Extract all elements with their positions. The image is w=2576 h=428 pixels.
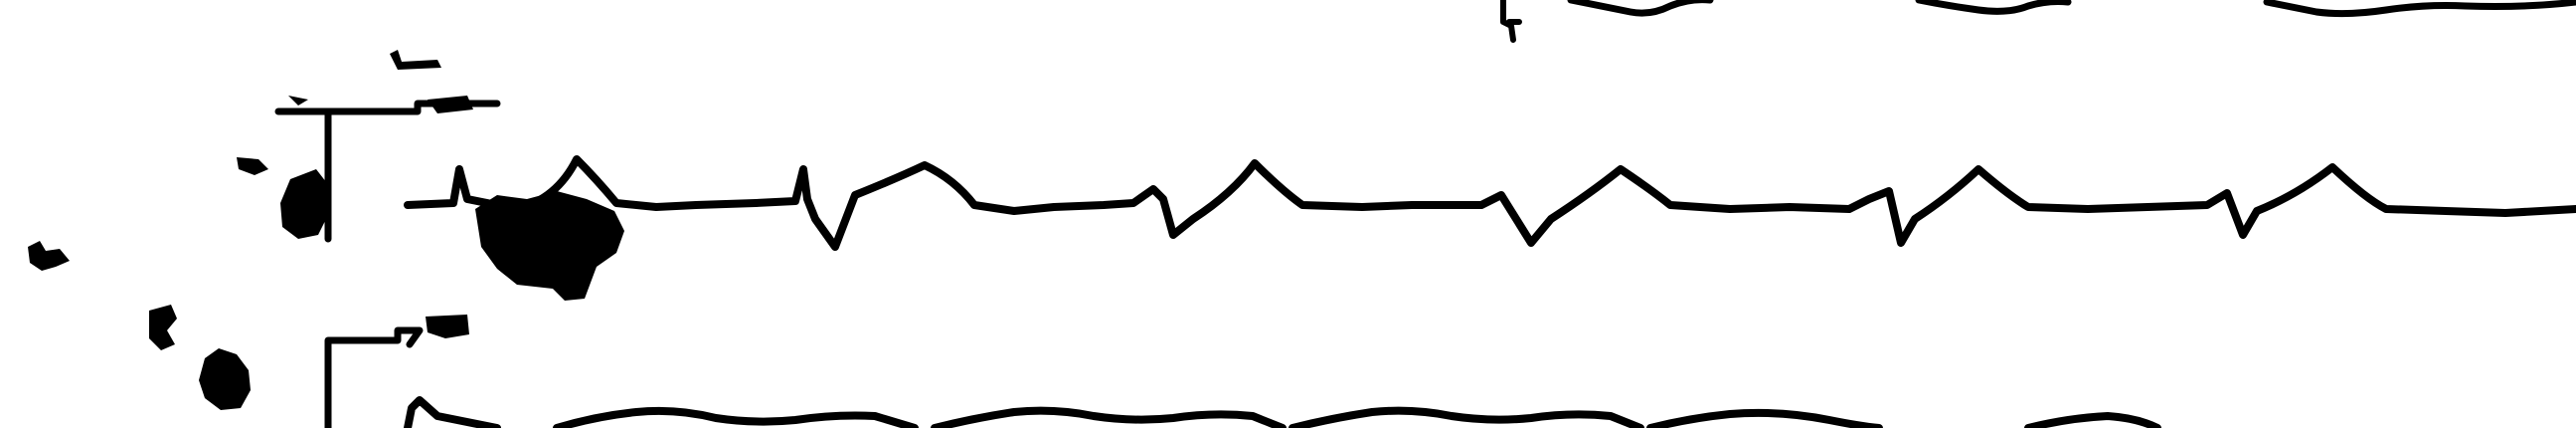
middle-lead-calibration: [274, 100, 501, 243]
left-noise-marks: [28, 50, 473, 410]
middle-lead-left-blob: [280, 169, 330, 239]
top-lead: [1500, 0, 2576, 43]
top-lead-calibration: [1500, 0, 1522, 43]
bottom-lead-trace: [404, 396, 2161, 428]
bottom-lead-calibration: [324, 326, 424, 428]
bottom-lead: [324, 326, 2161, 428]
middle-lead-trace: [404, 155, 2576, 251]
middle-lead: [274, 100, 2576, 301]
middle-lead-artifact-cluster: [475, 191, 624, 301]
top-lead-trace: [1567, 0, 2576, 18]
